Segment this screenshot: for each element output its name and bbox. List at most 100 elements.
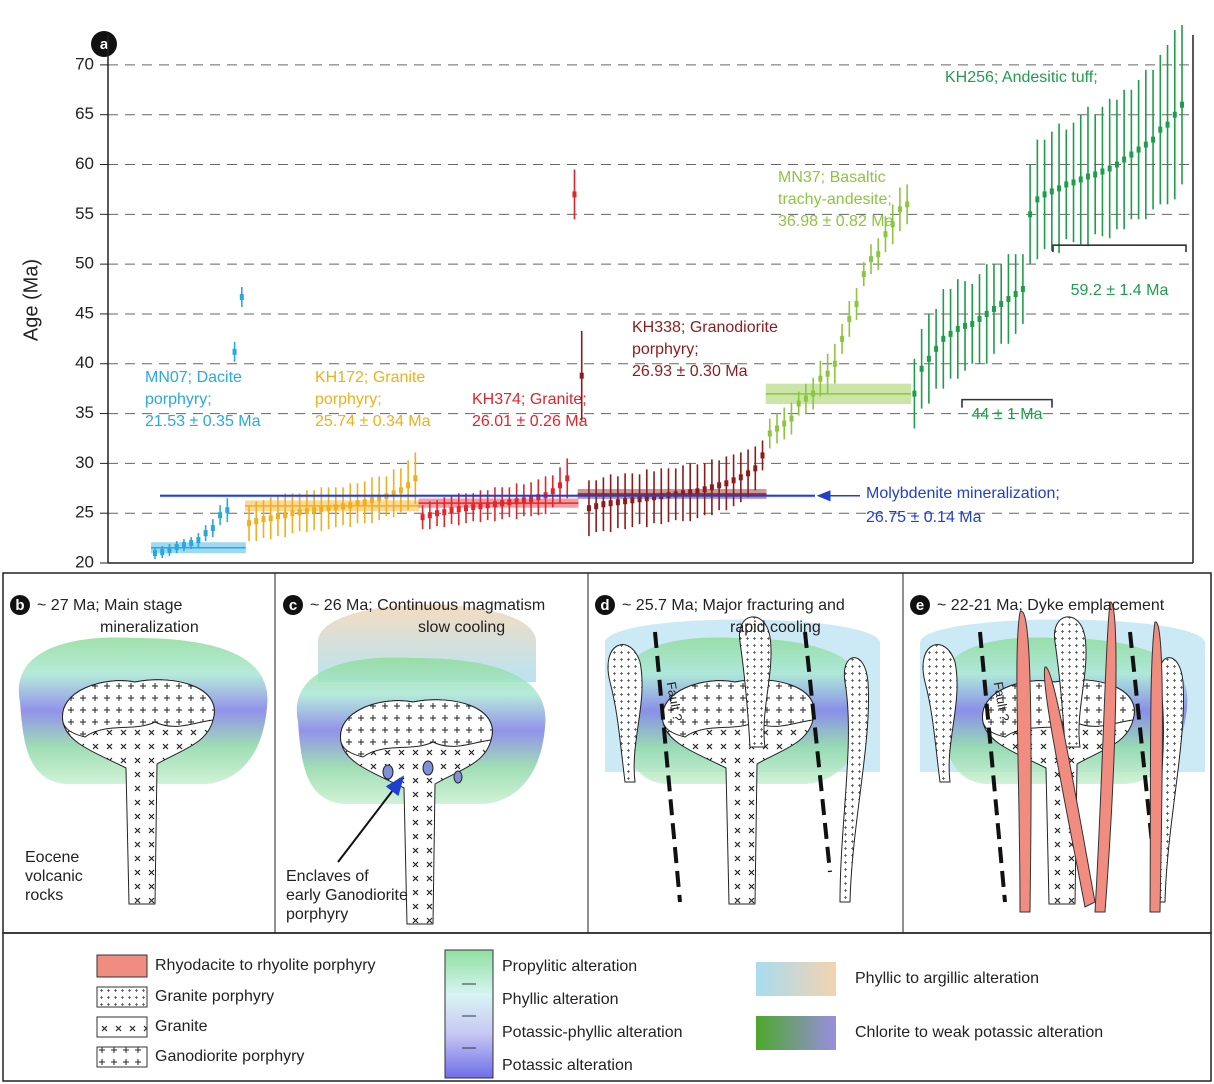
data-point [442, 509, 446, 515]
mean-label: 21.53 ± 0.35 Ma [145, 413, 261, 430]
data-point [261, 516, 265, 522]
data-point [1158, 127, 1162, 133]
legend-label: Potassic alteration [502, 1057, 633, 1074]
data-point [587, 505, 591, 511]
note: porphyry [286, 906, 348, 923]
legend-label: Chlorite to weak potassic alteration [855, 1024, 1103, 1041]
data-point [1057, 185, 1061, 191]
data-point [406, 482, 410, 488]
data-point [211, 525, 215, 531]
panel-title: ~ 27 Ma; Main stage [37, 597, 183, 614]
data-point [283, 512, 287, 518]
panel-d: Fault ? d ~ 25.7 Ma; Major fracturing an… [595, 595, 880, 904]
age-bracket [1053, 245, 1186, 252]
y-tick-label: 40 [75, 353, 94, 372]
panel-title: ~ 26 Ma; Continuous magmatism [310, 597, 545, 614]
reference-value: 26.75 ± 0.14 Ma [866, 509, 982, 526]
data-point [1086, 173, 1090, 179]
mean-label: 36.98 ± 0.82 Ma [778, 213, 894, 230]
y-tick-label: 70 [75, 54, 94, 73]
group-label: 44 ± 1 Ma [971, 406, 1042, 423]
note: early Ganodiorite [286, 887, 408, 904]
data-point [1180, 102, 1184, 108]
data-point [898, 206, 902, 212]
data-point [746, 470, 750, 476]
data-point [992, 306, 996, 312]
data-point [840, 336, 844, 342]
data-point [970, 321, 974, 327]
data-point [233, 349, 237, 355]
note: Eocene [25, 849, 79, 866]
data-point [196, 537, 200, 543]
data-point [724, 480, 728, 486]
data-point [905, 201, 909, 207]
panel-letter: b [15, 597, 24, 614]
data-point [276, 513, 280, 519]
series-label: porphyry; [315, 391, 382, 408]
y-tick-label: 35 [75, 403, 94, 422]
panels: b ~ 27 Ma; Main stage mineralization Eoc… [3, 573, 1211, 1081]
panel-title: rapid cooling [730, 619, 821, 636]
note: volcanic [25, 868, 83, 885]
data-point [883, 231, 887, 237]
data-point [1122, 157, 1126, 163]
panel-title: ~ 25.7 Ma; Major fracturing and [622, 597, 845, 614]
data-point [761, 452, 765, 458]
data-point [616, 499, 620, 505]
data-point [609, 500, 613, 506]
data-point [826, 371, 830, 377]
panel-b: b ~ 27 Ma; Main stage mineralization Eoc… [10, 595, 267, 904]
data-point [218, 512, 222, 518]
data-point [999, 301, 1003, 307]
reference-label: Molybdenite mineralization; [866, 485, 1060, 502]
panel-e: Fault ? e ~ 22-21 Ma; Dyke emplacement [910, 595, 1205, 912]
panel-c: c ~ 26 Ma; Continuous magmatism slow coo… [283, 595, 545, 924]
data-point [934, 346, 938, 352]
data-point [876, 251, 880, 257]
data-point [1100, 168, 1104, 174]
data-point [601, 501, 605, 507]
series-label: KH256; Andesitic tuff; [945, 69, 1098, 86]
data-point [1137, 147, 1141, 153]
legend-label: Phyllic alteration [502, 991, 619, 1008]
data-point [594, 503, 598, 509]
data-point [204, 530, 208, 536]
data-point [963, 323, 967, 329]
data-point [862, 271, 866, 277]
data-point [269, 515, 273, 521]
data-point [558, 482, 562, 488]
data-point [623, 498, 627, 504]
y-axis-label: Age (Ma) [20, 259, 42, 341]
data-point [1043, 191, 1047, 197]
series-label: MN37; Basaltic [778, 169, 886, 186]
y-tick-label: 50 [75, 254, 94, 273]
data-point [753, 465, 757, 471]
data-point [551, 488, 555, 494]
series-label: KH172; Granite [315, 369, 425, 386]
data-point [956, 326, 960, 332]
data-point [1035, 196, 1039, 202]
data-point [1093, 171, 1097, 177]
y-tick-label: 45 [75, 303, 94, 322]
legend-label: Rhyodacite to rhyolite porphyry [155, 957, 376, 974]
data-point [818, 376, 822, 382]
legend-label: Potassic-phyllic alteration [502, 1024, 683, 1041]
panel-letter: e [916, 597, 924, 614]
data-point [732, 477, 736, 483]
data-point [1072, 179, 1076, 185]
data-point [428, 512, 432, 518]
mean-label: 25.74 ± 0.34 Ma [315, 413, 431, 430]
series-label: MN07; Dacite [145, 369, 242, 386]
series-label: porphyry; [145, 391, 212, 408]
panel-title: ~ 22-21 Ma; Dyke emplacement [937, 597, 1165, 614]
data-point [254, 518, 258, 524]
data-point [782, 421, 786, 427]
data-point [1014, 291, 1018, 297]
legend: Rhyodacite to rhyolite porphyry Granite … [97, 950, 1103, 1078]
series-label: porphyry; [632, 341, 699, 358]
data-point [1079, 176, 1083, 182]
data-point [869, 256, 873, 262]
data-point [435, 510, 439, 516]
panel-letter: c [289, 597, 297, 614]
data-point [949, 331, 953, 337]
